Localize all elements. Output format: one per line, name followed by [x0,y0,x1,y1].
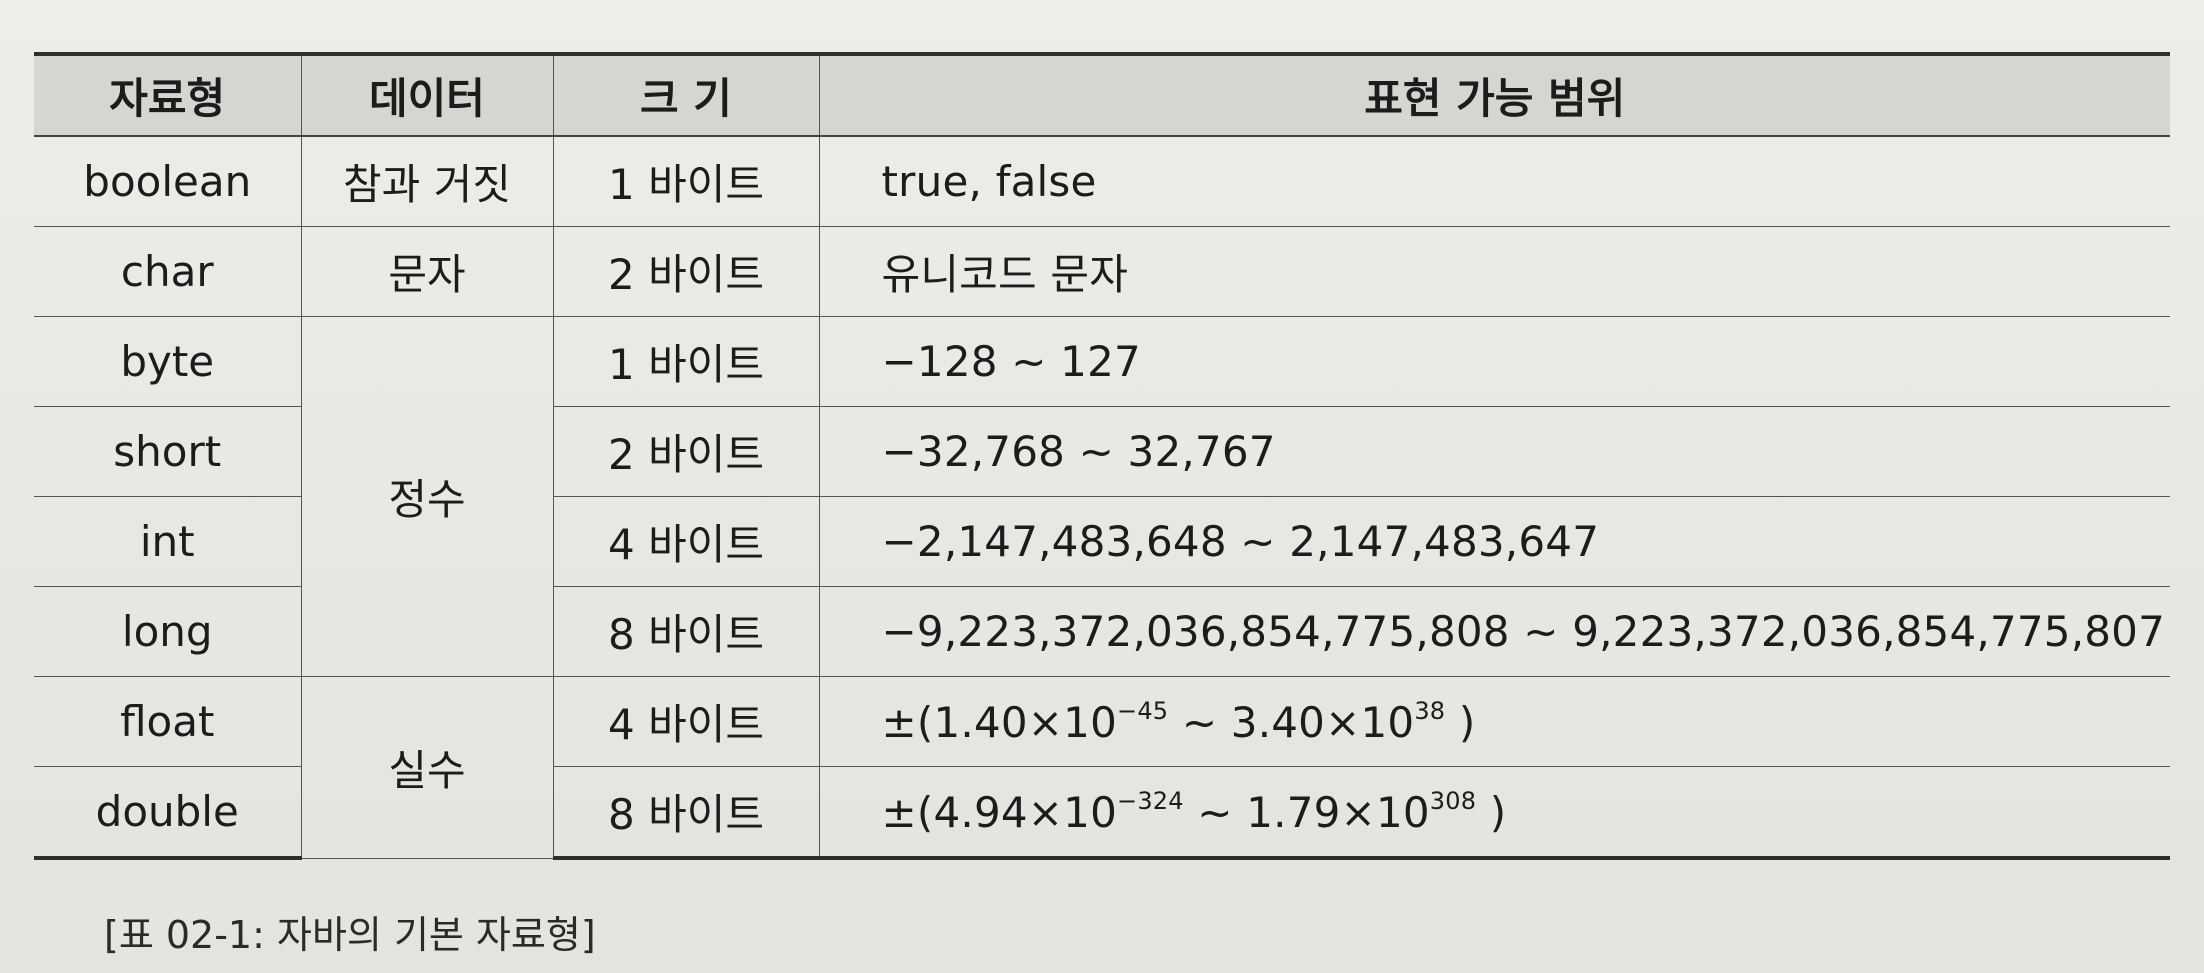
table-row: int 4 바이트 −2,147,483,648 ~ 2,147,483,647 [34,496,2170,587]
range-cell: −2,147,483,648 ~ 2,147,483,647 [818,496,2170,587]
range-middle: ~ 3.40×10 [1168,697,1415,747]
range-cell: true, false [818,136,2170,227]
range-cell: ±(4.94×10−324 ~ 1.79×10308 ) [818,766,2170,860]
table-row: long 8 바이트 −9,223,372,036,854,775,808 ~ … [34,586,2170,677]
type-cell: float [34,676,301,767]
range-prefix: ±(1.40×10 [881,697,1118,747]
range-exponent-max: 308 [1429,786,1477,815]
header-data: 데이터 [300,52,553,137]
table-row: float 실수 4 바이트 ±(1.40×10−45 ~ 3.40×1038 … [34,676,2170,859]
range-prefix: ±(4.94×10 [881,787,1118,837]
range-exponent-min: −45 [1117,696,1169,725]
type-cell: int [34,496,301,587]
table-row: double 8 바이트 ±(4.94×10−324 ~ 1.79×10308 … [34,766,2170,860]
header-type: 자료형 [34,52,301,137]
size-cell: 2 바이트 [552,406,819,497]
range-cell: −9,223,372,036,854,775,808 ~ 9,223,372,0… [818,586,2170,677]
range-cell: 유니코드 문자 [818,226,2170,317]
data-cell: 문자 [300,226,553,317]
data-cell: 참과 거짓 [300,136,553,227]
range-exponent-min: −324 [1117,786,1184,815]
size-cell: 8 바이트 [552,766,819,860]
type-cell: byte [34,316,301,407]
data-cell-real: 실수 [300,676,553,859]
table-row: char 문자 2 바이트 유니코드 문자 [34,226,2170,317]
type-cell: boolean [34,136,301,227]
type-cell: double [34,766,301,860]
type-cell: char [34,226,301,317]
size-cell: 1 바이트 [552,136,819,227]
range-cell: ±(1.40×10−45 ~ 3.40×1038 ) [818,676,2170,767]
size-cell: 1 바이트 [552,316,819,407]
primitive-types-table: 자료형 데이터 크 기 표현 가능 범위 boolean 참과 거짓 1 바이트… [34,52,2170,860]
range-suffix: ) [1445,697,1476,747]
table-header-row: 자료형 데이터 크 기 표현 가능 범위 [34,52,2170,137]
range-exponent-max: 38 [1414,696,1446,725]
type-cell: long [34,586,301,677]
table-row: byte 정수 1 바이트 −128 ~ 127 [34,316,2170,677]
range-suffix: ) [1476,787,1507,837]
range-middle: ~ 1.79×10 [1183,787,1430,837]
data-cell-integer: 정수 [300,316,553,677]
table-row: short 2 바이트 −32,768 ~ 32,767 [34,406,2170,497]
size-cell: 4 바이트 [552,496,819,587]
size-cell: 8 바이트 [552,586,819,677]
type-cell: short [34,406,301,497]
table-caption: [표 02-1: 자바의 기본 자료형] [104,913,596,957]
table-row: boolean 참과 거짓 1 바이트 true, false [34,136,2170,227]
header-range: 표현 가능 범위 [818,52,2170,137]
range-cell: −128 ~ 127 [818,316,2170,407]
size-cell: 2 바이트 [552,226,819,317]
size-cell: 4 바이트 [552,676,819,767]
range-cell: −32,768 ~ 32,767 [818,406,2170,497]
header-size: 크 기 [552,52,819,137]
